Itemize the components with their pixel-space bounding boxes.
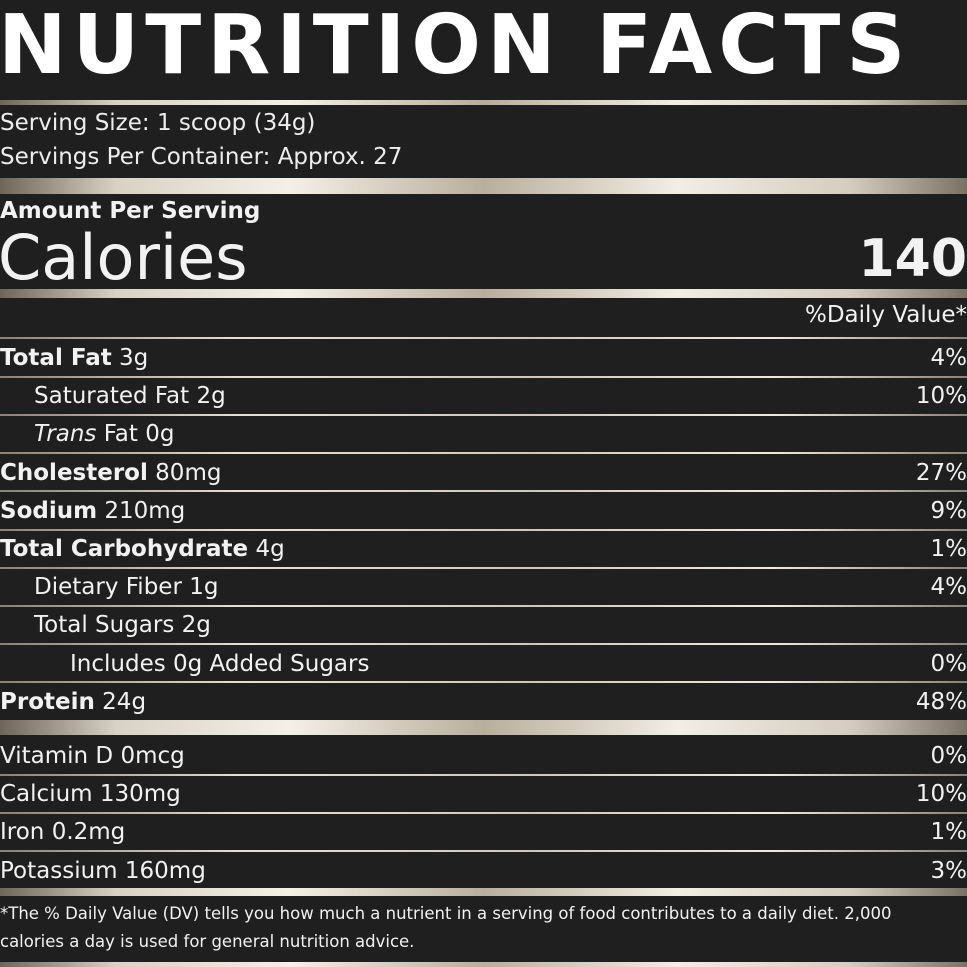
nutrient-row: Includes 0g Added Sugars 0% bbox=[0, 645, 967, 683]
nutrient-name: Total Carbohydrate 4g bbox=[0, 536, 285, 562]
nutrient-daily-value: 4% bbox=[930, 345, 967, 371]
calories-value: 140 bbox=[858, 229, 967, 289]
thick-divider-vitamins bbox=[0, 720, 967, 735]
nutrient-name: Cholesterol 80mg bbox=[0, 459, 222, 486]
row-divider bbox=[0, 452, 967, 455]
footnote-divider bbox=[0, 888, 967, 896]
amount-per-serving: Amount Per Serving bbox=[0, 198, 261, 224]
title-divider bbox=[0, 100, 967, 105]
nutrient-row: Protein 24g 48% bbox=[0, 683, 967, 721]
nutrient-name: Dietary Fiber 1g bbox=[34, 574, 219, 601]
nutrient-daily-value: 9% bbox=[930, 497, 967, 524]
row-divider bbox=[0, 528, 967, 531]
bottom-divider bbox=[0, 962, 967, 967]
nutrient-name: Saturated Fat 2g bbox=[34, 383, 226, 410]
vitamin-name: Vitamin D 0mcg bbox=[0, 743, 185, 769]
footnote: *The % Daily Value (DV) tells you how mu… bbox=[0, 900, 967, 956]
nutrient-daily-value: 4% bbox=[930, 574, 967, 601]
vitamin-name: Iron 0.2mg bbox=[0, 819, 126, 846]
vitamin-daily-value: 0% bbox=[930, 743, 967, 769]
vitamin-row: Potassium 160mg 3% bbox=[0, 852, 967, 890]
nutrient-name: Sodium 210mg bbox=[0, 497, 186, 524]
vitamin-daily-value: 1% bbox=[930, 819, 967, 846]
row-divider bbox=[0, 490, 967, 493]
nutrient-row: Dietary Fiber 1g 4% bbox=[0, 568, 967, 606]
vitamin-name: Calcium 130mg bbox=[0, 781, 181, 808]
nutrient-name: Includes 0g Added Sugars bbox=[70, 650, 370, 677]
nutrient-row: Saturated Fat 2g 10% bbox=[0, 377, 967, 415]
nutrient-daily-value: 10% bbox=[915, 383, 967, 410]
nutrient-row: Total Sugars 2g bbox=[0, 606, 967, 644]
nutrient-daily-value: 27% bbox=[915, 459, 967, 486]
vitamin-daily-value: 3% bbox=[930, 857, 967, 884]
daily-value-header: %Daily Value* bbox=[804, 302, 967, 328]
footnote-line-1: *The % Daily Value (DV) tells you how mu… bbox=[0, 904, 892, 923]
vitamin-row: Vitamin D 0mcg 0% bbox=[0, 737, 967, 775]
nutrient-row: Total Carbohydrate 4g 1% bbox=[0, 530, 967, 568]
serving-size: Serving Size: 1 scoop (34g) bbox=[0, 110, 316, 136]
label-title: NUTRITION FACTS bbox=[0, 0, 912, 93]
row-divider bbox=[0, 413, 967, 416]
nutrient-name: Total Sugars 2g bbox=[34, 612, 211, 639]
nutrient-name: Total Fat 3g bbox=[0, 345, 149, 371]
row-divider bbox=[0, 773, 967, 776]
row-divider bbox=[0, 811, 967, 814]
vitamin-row: Iron 0.2mg 1% bbox=[0, 813, 967, 851]
row-divider bbox=[0, 566, 967, 569]
nutrient-row: Cholesterol 80mg 27% bbox=[0, 454, 967, 492]
vitamin-daily-value: 10% bbox=[915, 781, 967, 808]
nutrient-name: Protein 24g bbox=[0, 688, 147, 715]
nutrient-name: Trans Fat 0g bbox=[34, 421, 175, 448]
servings-per-container: Servings Per Container: Approx. 27 bbox=[0, 144, 403, 170]
nutrient-row: Total Fat 3g 4% bbox=[0, 339, 967, 377]
calories-label: Calories bbox=[0, 221, 248, 294]
calories-divider bbox=[0, 289, 967, 298]
vitamin-row: Calcium 130mg 10% bbox=[0, 775, 967, 813]
row-divider bbox=[0, 850, 967, 853]
row-divider bbox=[0, 375, 967, 378]
nutrient-daily-value: 1% bbox=[930, 536, 967, 562]
row-divider bbox=[0, 604, 967, 607]
nutrient-daily-value: 48% bbox=[915, 688, 967, 715]
row-divider bbox=[0, 681, 967, 684]
footnote-line-2: calories a day is used for general nutri… bbox=[0, 932, 415, 951]
row-divider bbox=[0, 337, 967, 339]
nutrient-daily-value: 0% bbox=[930, 650, 967, 677]
thick-divider-top bbox=[0, 178, 967, 194]
nutrient-row: Trans Fat 0g bbox=[0, 415, 967, 453]
row-divider bbox=[0, 643, 967, 646]
vitamin-name: Potassium 160mg bbox=[0, 857, 206, 884]
nutrient-row: Sodium 210mg 9% bbox=[0, 492, 967, 530]
